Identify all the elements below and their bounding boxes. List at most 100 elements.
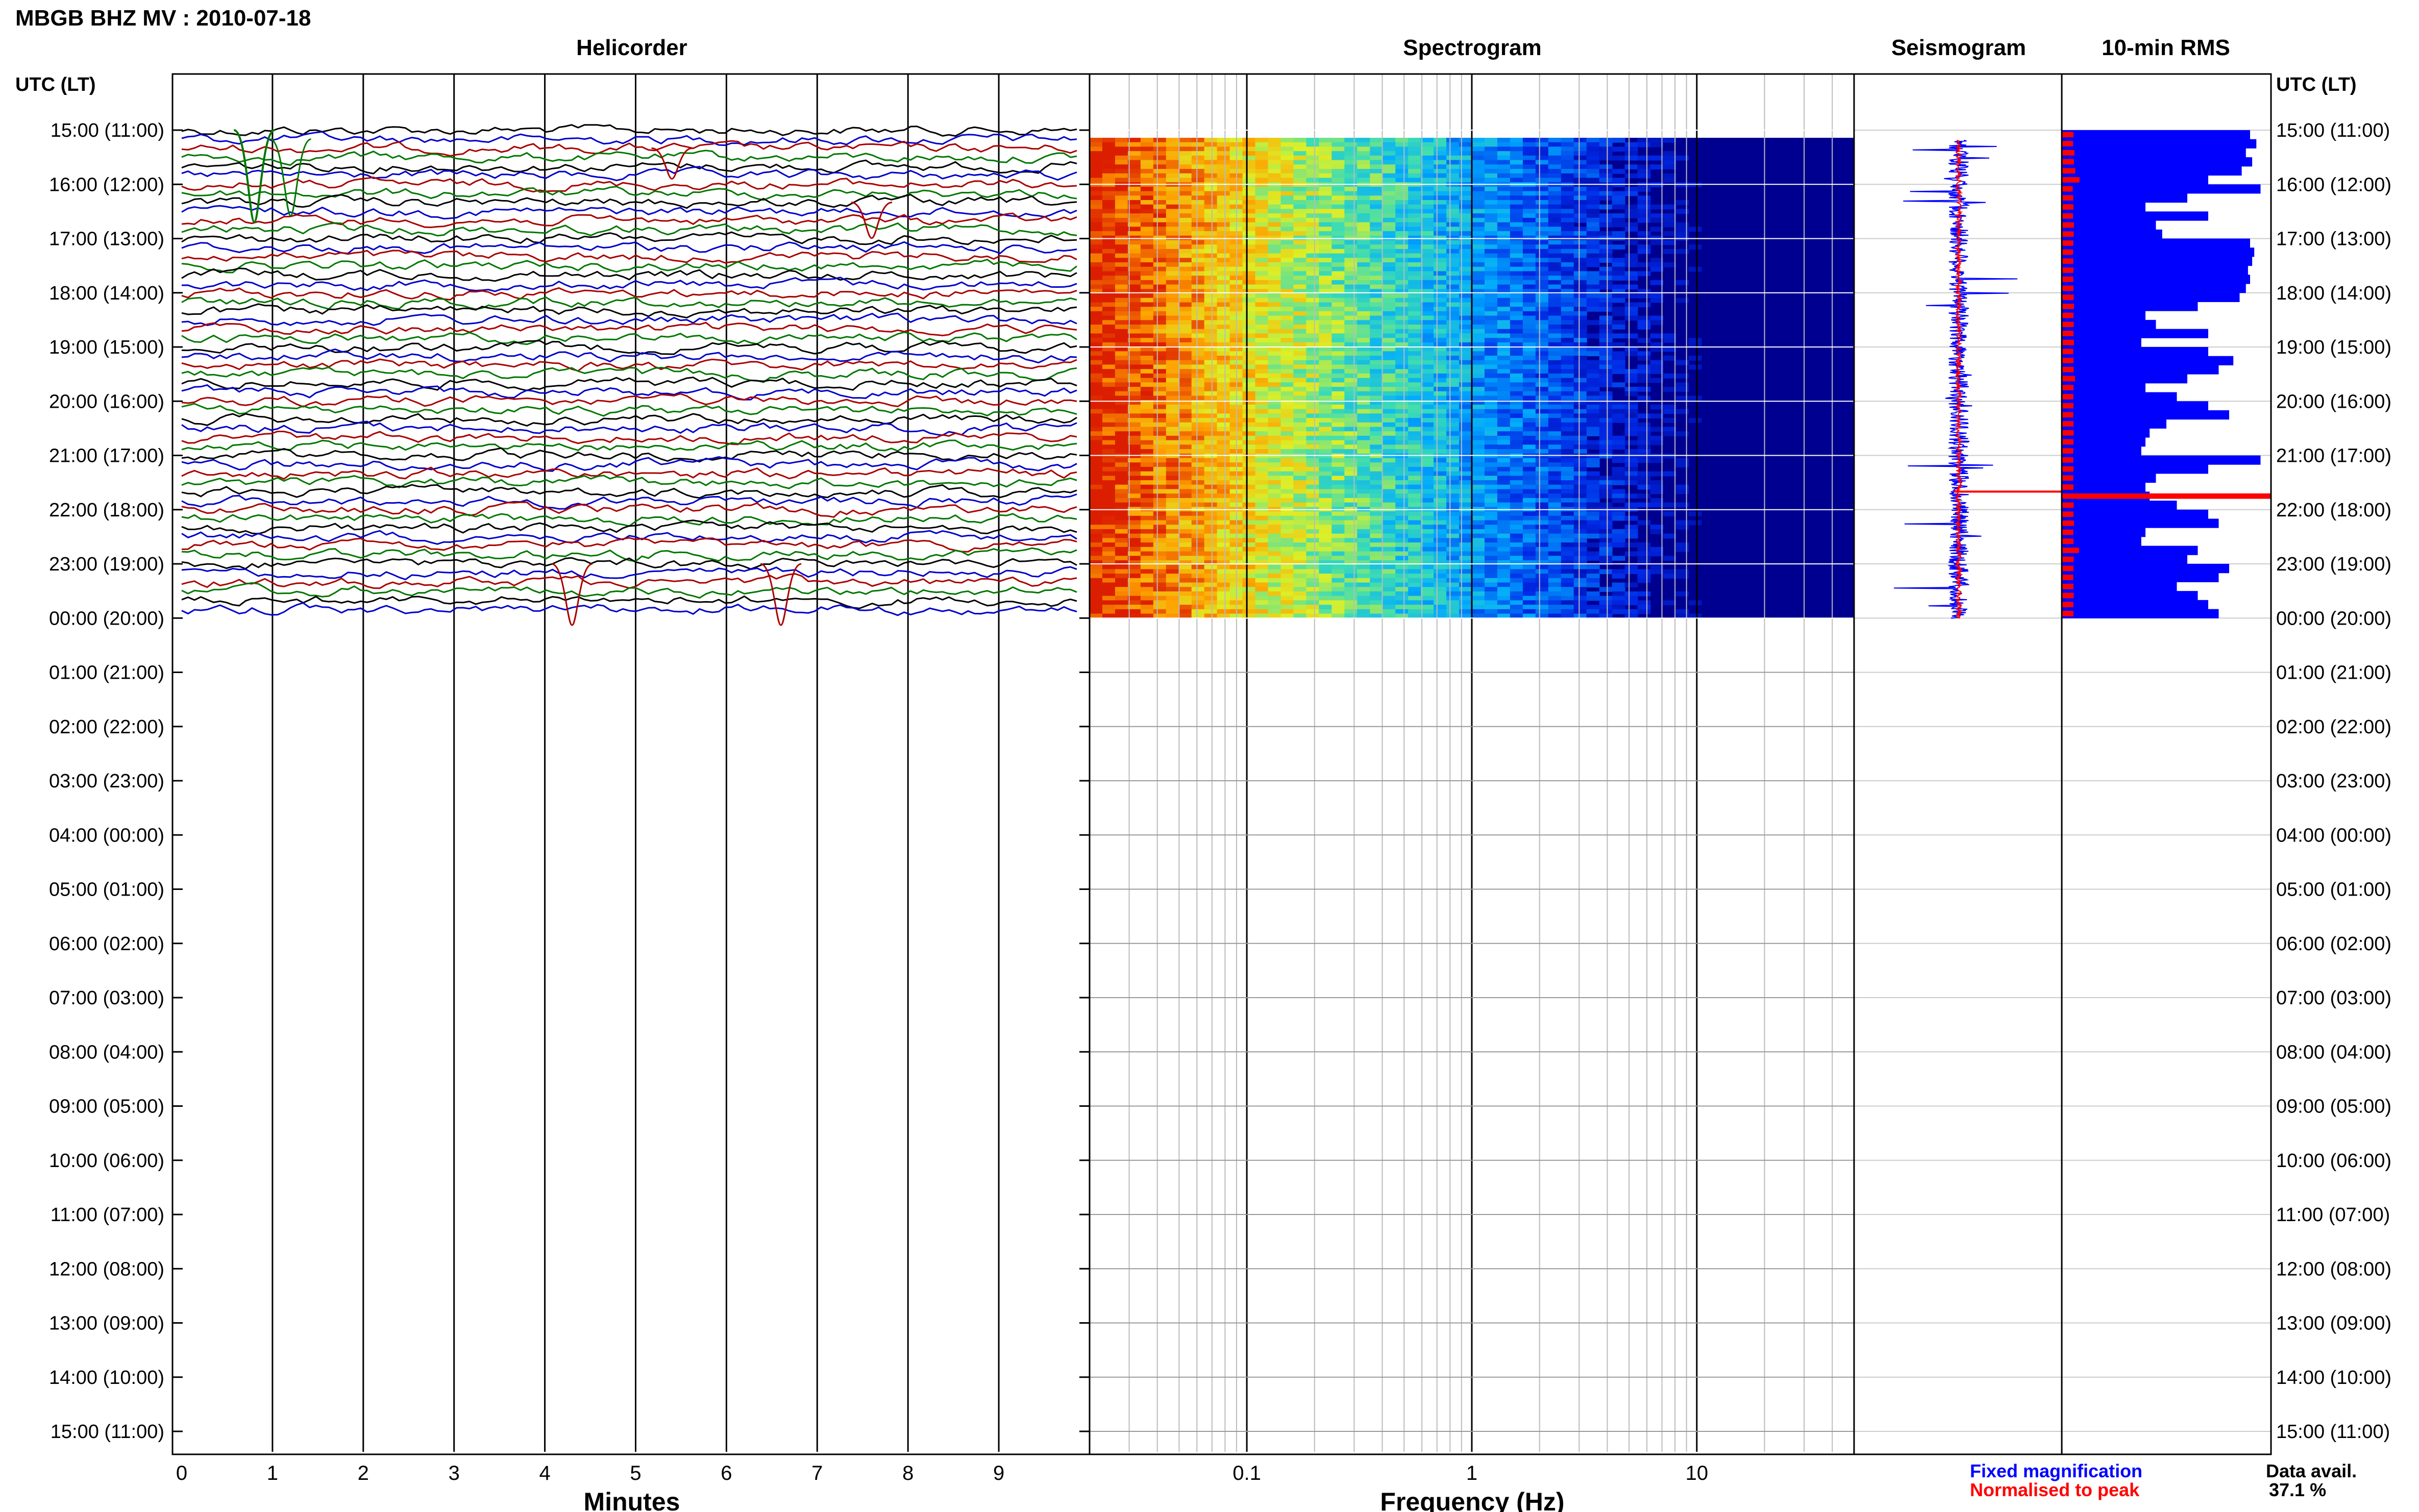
spectrogram-cell: [1280, 342, 1294, 348]
spectrogram-cell: [1357, 338, 1371, 343]
spectrogram-cell: [1331, 391, 1345, 396]
spectrogram-cell: [1115, 378, 1128, 383]
spectrogram-cell: [1280, 525, 1294, 530]
spectrogram-cell: [1370, 511, 1384, 516]
spectrogram-cell: [1344, 422, 1358, 428]
spectrogram-cell: [1191, 582, 1205, 588]
spectrogram-cell: [1127, 489, 1141, 494]
spectrogram-cell: [1217, 511, 1230, 516]
spectrogram-cell: [1293, 356, 1307, 361]
spectrogram-cell: [1522, 146, 1536, 152]
spectrogram-cell: [1127, 515, 1141, 521]
spectrogram-cell: [1242, 329, 1256, 334]
spectrogram-cell: [1280, 520, 1294, 526]
spectrogram-cell: [1573, 276, 1587, 281]
spectrogram-cell: [1217, 298, 1230, 303]
spectrogram-cell: [1319, 280, 1332, 285]
spectrogram-cell: [1599, 338, 1613, 343]
spectrogram-cell: [1535, 249, 1549, 254]
spectrogram-cell: [1204, 533, 1218, 539]
spectrogram-cell: [1535, 191, 1549, 196]
spectrogram-cell: [1395, 418, 1409, 423]
spectrogram-cell: [1344, 480, 1358, 485]
time-label: 10:00 (06:00): [49, 1150, 164, 1172]
spectrogram-cell: [1191, 498, 1205, 503]
spectrogram-cell: [1255, 422, 1269, 428]
spectrogram-cell: [1153, 289, 1167, 294]
spectrogram-cell: [1217, 444, 1230, 450]
spectrogram-cell: [1383, 458, 1396, 463]
spectrogram-cell: [1090, 511, 1103, 516]
spectrogram-cell: [1663, 217, 1676, 223]
spectrogram-cell: [1293, 515, 1307, 521]
spectrogram-cell: [1293, 320, 1307, 326]
spectrogram-cell: [1178, 529, 1192, 534]
spectrogram-cell: [1127, 155, 1141, 161]
spectrogram-cell: [1561, 195, 1574, 201]
spectrogram-cell: [1115, 271, 1128, 277]
spectrogram-cell: [1434, 578, 1447, 583]
spectrogram-cell: [1561, 320, 1574, 326]
spectrogram-cell: [1370, 325, 1384, 330]
spectrogram-cell: [1306, 364, 1320, 370]
spectrogram-cell: [1153, 178, 1167, 183]
spectrogram-cell: [1127, 404, 1141, 410]
spectrogram-cell: [1357, 146, 1371, 152]
spectrogram-cell: [1408, 418, 1422, 423]
spectrogram-cell: [1319, 217, 1332, 223]
spectrogram-cell: [1140, 391, 1154, 396]
spectrogram-cell: [1586, 591, 1600, 597]
spectrogram-cell: [1280, 311, 1294, 316]
spectrogram-cell: [1510, 529, 1523, 534]
spectrogram-cell: [1688, 520, 1702, 526]
spectrogram-cell: [1268, 435, 1281, 441]
spectrogram-cell: [1280, 373, 1294, 379]
spectrogram-cell: [1688, 227, 1702, 232]
spectrogram-cell: [1446, 498, 1460, 503]
spectrogram-cell: [1497, 431, 1511, 436]
spectrogram-cell: [1319, 582, 1332, 588]
spectrogram-cell: [1472, 560, 1485, 565]
spectrogram-cell: [1535, 333, 1549, 339]
spectrogram-cell: [1331, 222, 1345, 228]
spectrogram-cell: [1268, 320, 1281, 326]
spectrogram-cell: [1663, 427, 1676, 432]
spectrogram-cell: [1268, 525, 1281, 530]
spectrogram-cell: [1446, 458, 1460, 463]
spectrogram-cell: [1484, 431, 1498, 436]
spectrogram-cell: [1357, 266, 1371, 272]
spectrogram-cell: [1573, 444, 1587, 450]
spectrogram-cell: [1090, 262, 1103, 267]
spectrogram-cell: [1612, 200, 1625, 205]
spectrogram-cell: [1637, 186, 1651, 192]
spectrogram-cell: [1293, 253, 1307, 259]
spectrogram-cell: [1127, 418, 1141, 423]
spectrogram-cell: [1383, 195, 1396, 201]
spectrogram-cell: [1446, 511, 1460, 516]
spectrogram-cell: [1293, 249, 1307, 254]
spectrogram-cell: [1102, 289, 1116, 294]
spectrogram-cell: [1204, 471, 1218, 477]
spectrogram-cell: [1204, 613, 1218, 619]
spectrogram-cell: [1255, 569, 1269, 575]
spectrogram-cell: [1688, 395, 1702, 401]
time-label: 08:00 (04:00): [49, 1042, 164, 1063]
spectrogram-cell: [1090, 382, 1103, 388]
spectrogram-cell: [1204, 511, 1218, 516]
spectrogram-cell: [1459, 195, 1472, 201]
helicorder-trace: [181, 403, 1077, 417]
spectrogram-cell: [1446, 155, 1460, 161]
spectrogram-cell: [1586, 222, 1600, 228]
spectrogram-cell: [1434, 253, 1447, 259]
spectrogram-cell: [1127, 258, 1141, 263]
spectrogram-cell: [1331, 453, 1345, 459]
spectrogram-cell: [1090, 284, 1103, 290]
spectrogram-cell: [1408, 431, 1422, 436]
spectrogram-cell: [1127, 569, 1141, 575]
spectrogram-cell: [1497, 307, 1511, 312]
spectrogram-cell: [1293, 382, 1307, 388]
spectrogram-cell: [1522, 364, 1536, 370]
spectrogram-cell: [1599, 560, 1613, 565]
spectrogram-cell: [1140, 186, 1154, 192]
spectrogram-cell: [1548, 480, 1562, 485]
